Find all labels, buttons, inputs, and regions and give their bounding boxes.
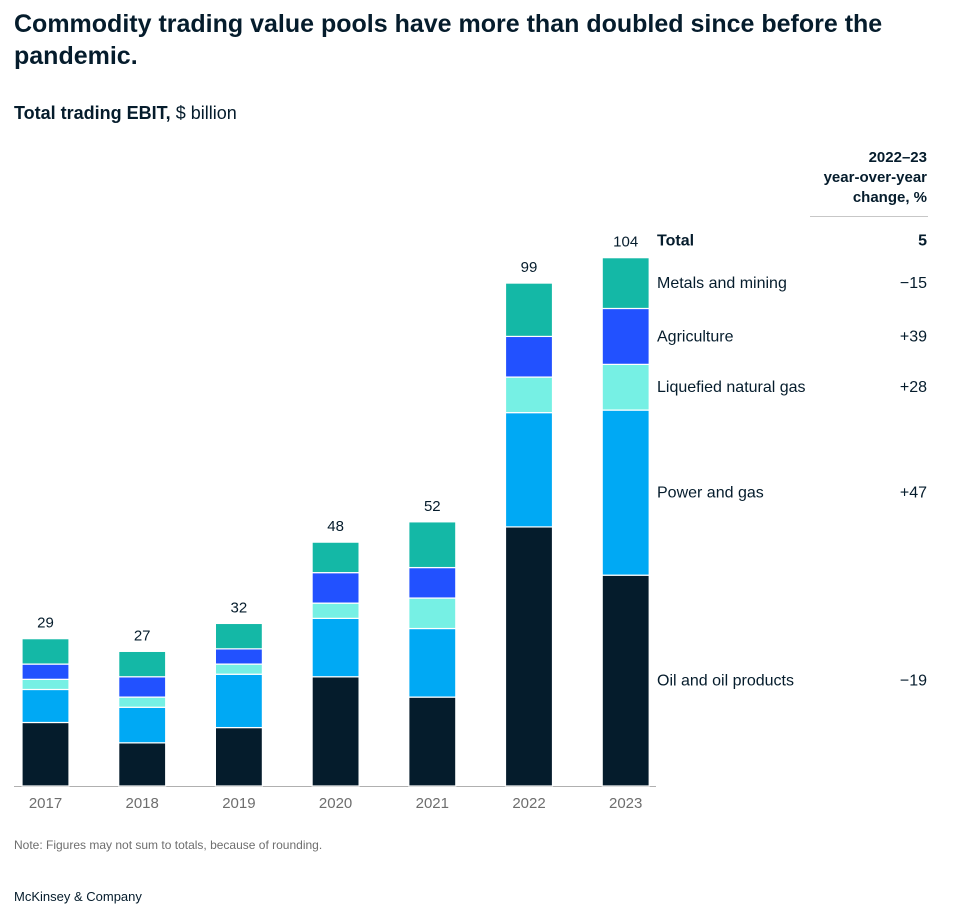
bar-segment-oil-2022 <box>504 526 554 787</box>
legend-total-label: Total <box>657 233 694 250</box>
bar-segment-metals-2022 <box>504 282 554 338</box>
x-tick-label: 2022 <box>512 795 545 812</box>
source-brand: McKinsey & Company <box>14 889 142 904</box>
bar-segment-agriculture-2021 <box>408 566 457 599</box>
legend-change-agriculture: +39 <box>900 328 927 345</box>
bar-segment-power-2023 <box>601 409 650 576</box>
bar-segment-lng-2021 <box>408 597 457 630</box>
bar-segment-metals-2019 <box>214 622 263 650</box>
change-header-line-1: 2022–23 <box>868 149 927 166</box>
legend-label-power: Power and gas <box>657 485 764 502</box>
change-column-header: 2022–23 year-over-year change, % <box>727 148 927 208</box>
bar-total-label: 32 <box>231 599 248 616</box>
change-header-divider <box>810 216 928 217</box>
x-tick-label: 2018 <box>126 795 159 812</box>
legend-change-lng: +28 <box>900 379 927 396</box>
bar-segment-power-2017 <box>21 688 70 724</box>
legend-total-change: 5 <box>918 233 927 250</box>
legend-label-lng: Liquefied natural gas <box>657 379 806 396</box>
x-tick-label: 2021 <box>416 795 449 812</box>
bar-segment-metals-2018 <box>118 650 167 678</box>
bar-segment-agriculture-2022 <box>504 335 554 378</box>
bar-segment-lng-2023 <box>601 363 650 411</box>
legend-label-agriculture: Agriculture <box>657 328 734 345</box>
x-tick-label: 2019 <box>222 795 255 812</box>
bar-segment-lng-2022 <box>504 376 554 414</box>
bar-segment-oil-2018 <box>118 742 167 787</box>
change-header-line-3: change, % <box>852 189 927 206</box>
legend-label-metals: Metals and mining <box>657 275 787 292</box>
legend-change-metals: −15 <box>900 275 927 292</box>
bar-segment-agriculture-2017 <box>21 663 70 680</box>
bar-segment-metals-2021 <box>408 521 457 569</box>
bar-segment-oil-2020 <box>311 676 360 787</box>
footnote: Note: Figures may not sum to totals, bec… <box>14 838 323 852</box>
bar-total-label: 104 <box>613 234 638 251</box>
bar-segment-lng-2019 <box>214 663 263 675</box>
bar-segment-agriculture-2020 <box>311 572 360 604</box>
legend-change-oil: −19 <box>900 673 927 690</box>
bar-segment-oil-2023 <box>601 574 650 787</box>
bar-segment-agriculture-2019 <box>214 648 263 665</box>
bar-total-label: 48 <box>327 518 344 535</box>
bar-segment-power-2020 <box>311 617 360 678</box>
bar-segment-power-2018 <box>118 706 167 744</box>
bar-total-label: 29 <box>37 615 54 632</box>
bar-segment-oil-2017 <box>21 721 70 787</box>
bar-total-label: 27 <box>134 627 151 644</box>
bar-segment-oil-2021 <box>408 696 457 787</box>
bar-segment-metals-2023 <box>601 257 650 310</box>
bar-segment-agriculture-2018 <box>118 676 167 698</box>
bar-segment-power-2019 <box>214 673 263 729</box>
bar-total-label: 52 <box>424 498 441 515</box>
stacked-bar-chart: 29 2017 27 2018 32 2019 48 2020 52 2021 99 2022 104 2… <box>14 233 927 812</box>
bar-segment-metals-2020 <box>311 541 360 574</box>
legend-change-power: +47 <box>900 485 927 502</box>
bar-segment-lng-2020 <box>311 602 360 619</box>
x-tick-label: 2020 <box>319 795 352 812</box>
chart-title: Commodity trading value pools have more … <box>14 10 883 70</box>
bar-segment-power-2021 <box>408 627 457 698</box>
subtitle-unit: $ billion <box>175 103 237 123</box>
change-header-line-2: year-over-year <box>823 169 927 186</box>
bar-segment-lng-2018 <box>118 696 167 708</box>
x-tick-label: 2023 <box>609 795 642 812</box>
bar-segment-oil-2019 <box>214 726 263 787</box>
bar-segment-agriculture-2023 <box>601 307 650 365</box>
bar-total-label: 99 <box>521 259 538 276</box>
chart-subtitle: Total trading EBIT, $ billion <box>14 103 237 124</box>
bar-segment-lng-2017 <box>21 678 70 691</box>
bar-segment-metals-2017 <box>21 638 70 665</box>
subtitle-measure: Total trading EBIT, <box>14 103 171 123</box>
bar-segment-power-2022 <box>504 412 554 528</box>
legend-label-oil: Oil and oil products <box>657 673 794 690</box>
x-tick-label: 2017 <box>29 795 62 812</box>
